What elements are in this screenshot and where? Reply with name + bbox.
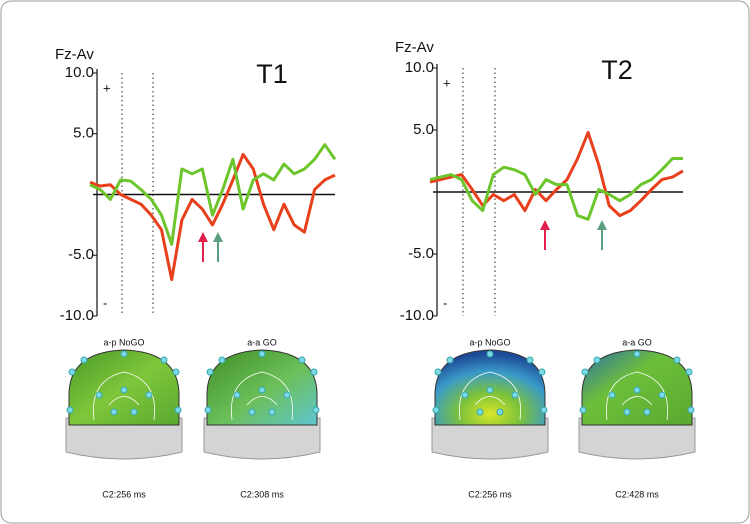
- y-tick-label: 5.0: [73, 125, 94, 142]
- electrode: [268, 408, 276, 416]
- electrode: [110, 408, 118, 416]
- electrode: [685, 368, 693, 376]
- y-tick-label: -5.0: [408, 245, 434, 262]
- electrode: [593, 356, 601, 364]
- contours: [605, 371, 669, 421]
- topomap-time: C2:256 ms: [468, 489, 512, 499]
- electrode: [310, 368, 318, 376]
- electrode: [608, 391, 616, 399]
- electrode: [658, 391, 666, 399]
- line-series: [429, 131, 684, 218]
- y-tick-label: -10.0: [60, 307, 94, 324]
- electrode: [526, 356, 534, 364]
- minus-sign: -: [103, 295, 107, 310]
- electrode: [486, 386, 494, 394]
- electrode: [120, 386, 128, 394]
- minus-sign: -: [443, 295, 447, 310]
- electrode: [538, 368, 546, 376]
- electrode: [233, 391, 241, 399]
- electrode: [160, 356, 168, 364]
- topomap-label: a-p NoGO: [103, 337, 144, 347]
- chart-title: T2: [601, 55, 633, 85]
- head-base: [203, 417, 321, 460]
- electrode: [623, 408, 631, 416]
- electrode: [673, 356, 681, 364]
- electrode: [218, 356, 226, 364]
- y-tick-label: 5.0: [413, 121, 434, 138]
- electrode: [283, 391, 291, 399]
- line-series: [89, 152, 336, 282]
- arrows: [198, 220, 607, 262]
- topomap-time: C2:308 ms: [240, 489, 284, 499]
- electrode: [258, 386, 266, 394]
- y-axis-label: Fz-Av: [55, 46, 94, 63]
- topomap: [578, 349, 696, 460]
- electrode: [687, 406, 695, 414]
- electrode: [172, 368, 180, 376]
- electrode: [434, 368, 442, 376]
- head-base: [65, 417, 183, 460]
- y-tick-label: 10.0: [65, 64, 94, 81]
- electrode: [80, 356, 88, 364]
- electrode: [486, 350, 494, 358]
- electrode: [258, 350, 266, 358]
- topomap: [203, 349, 321, 460]
- electrode: [145, 391, 153, 399]
- line-series: [429, 157, 683, 221]
- topomap-label: a-a GO: [247, 337, 277, 347]
- electrode: [298, 356, 306, 364]
- electrode: [312, 406, 320, 414]
- electrode: [130, 408, 138, 416]
- topomap-label: a-p NoGO: [469, 337, 510, 347]
- electrode: [540, 406, 548, 414]
- contours: [458, 371, 522, 421]
- electrode: [120, 350, 128, 358]
- electrode: [581, 368, 589, 376]
- head-base: [431, 417, 549, 460]
- electrode: [174, 406, 182, 414]
- electrode: [68, 368, 76, 376]
- topomap-time: C2:428 ms: [615, 489, 659, 499]
- electrode: [496, 408, 504, 416]
- electrode: [461, 391, 469, 399]
- electrode: [432, 406, 440, 414]
- plus-sign: +: [103, 80, 111, 95]
- head-base: [578, 417, 696, 460]
- electrode: [204, 406, 212, 414]
- electrode: [633, 350, 641, 358]
- electrode: [511, 391, 519, 399]
- y-tick-label: -10.0: [400, 307, 434, 324]
- y-tick-label: 10.0: [405, 59, 434, 76]
- topomap: [431, 349, 549, 460]
- y-axis-label: Fz-Av: [395, 39, 434, 56]
- topomap-label: a-a GO: [622, 337, 652, 347]
- electrode: [66, 406, 74, 414]
- electrode: [248, 408, 256, 416]
- topomap: [65, 349, 183, 460]
- contours: [230, 371, 294, 421]
- plus-sign: +: [443, 75, 451, 90]
- line-series: [89, 143, 337, 246]
- chart-title: T1: [256, 59, 288, 89]
- electrode: [579, 406, 587, 414]
- topomap-time: C2:256 ms: [102, 489, 146, 499]
- electrode: [633, 386, 641, 394]
- y-tick-label: -5.0: [68, 246, 94, 263]
- electrode: [643, 408, 651, 416]
- electrode: [476, 408, 484, 416]
- electrode: [95, 391, 103, 399]
- electrode: [206, 368, 214, 376]
- contours: [92, 371, 156, 421]
- electrode: [446, 356, 454, 364]
